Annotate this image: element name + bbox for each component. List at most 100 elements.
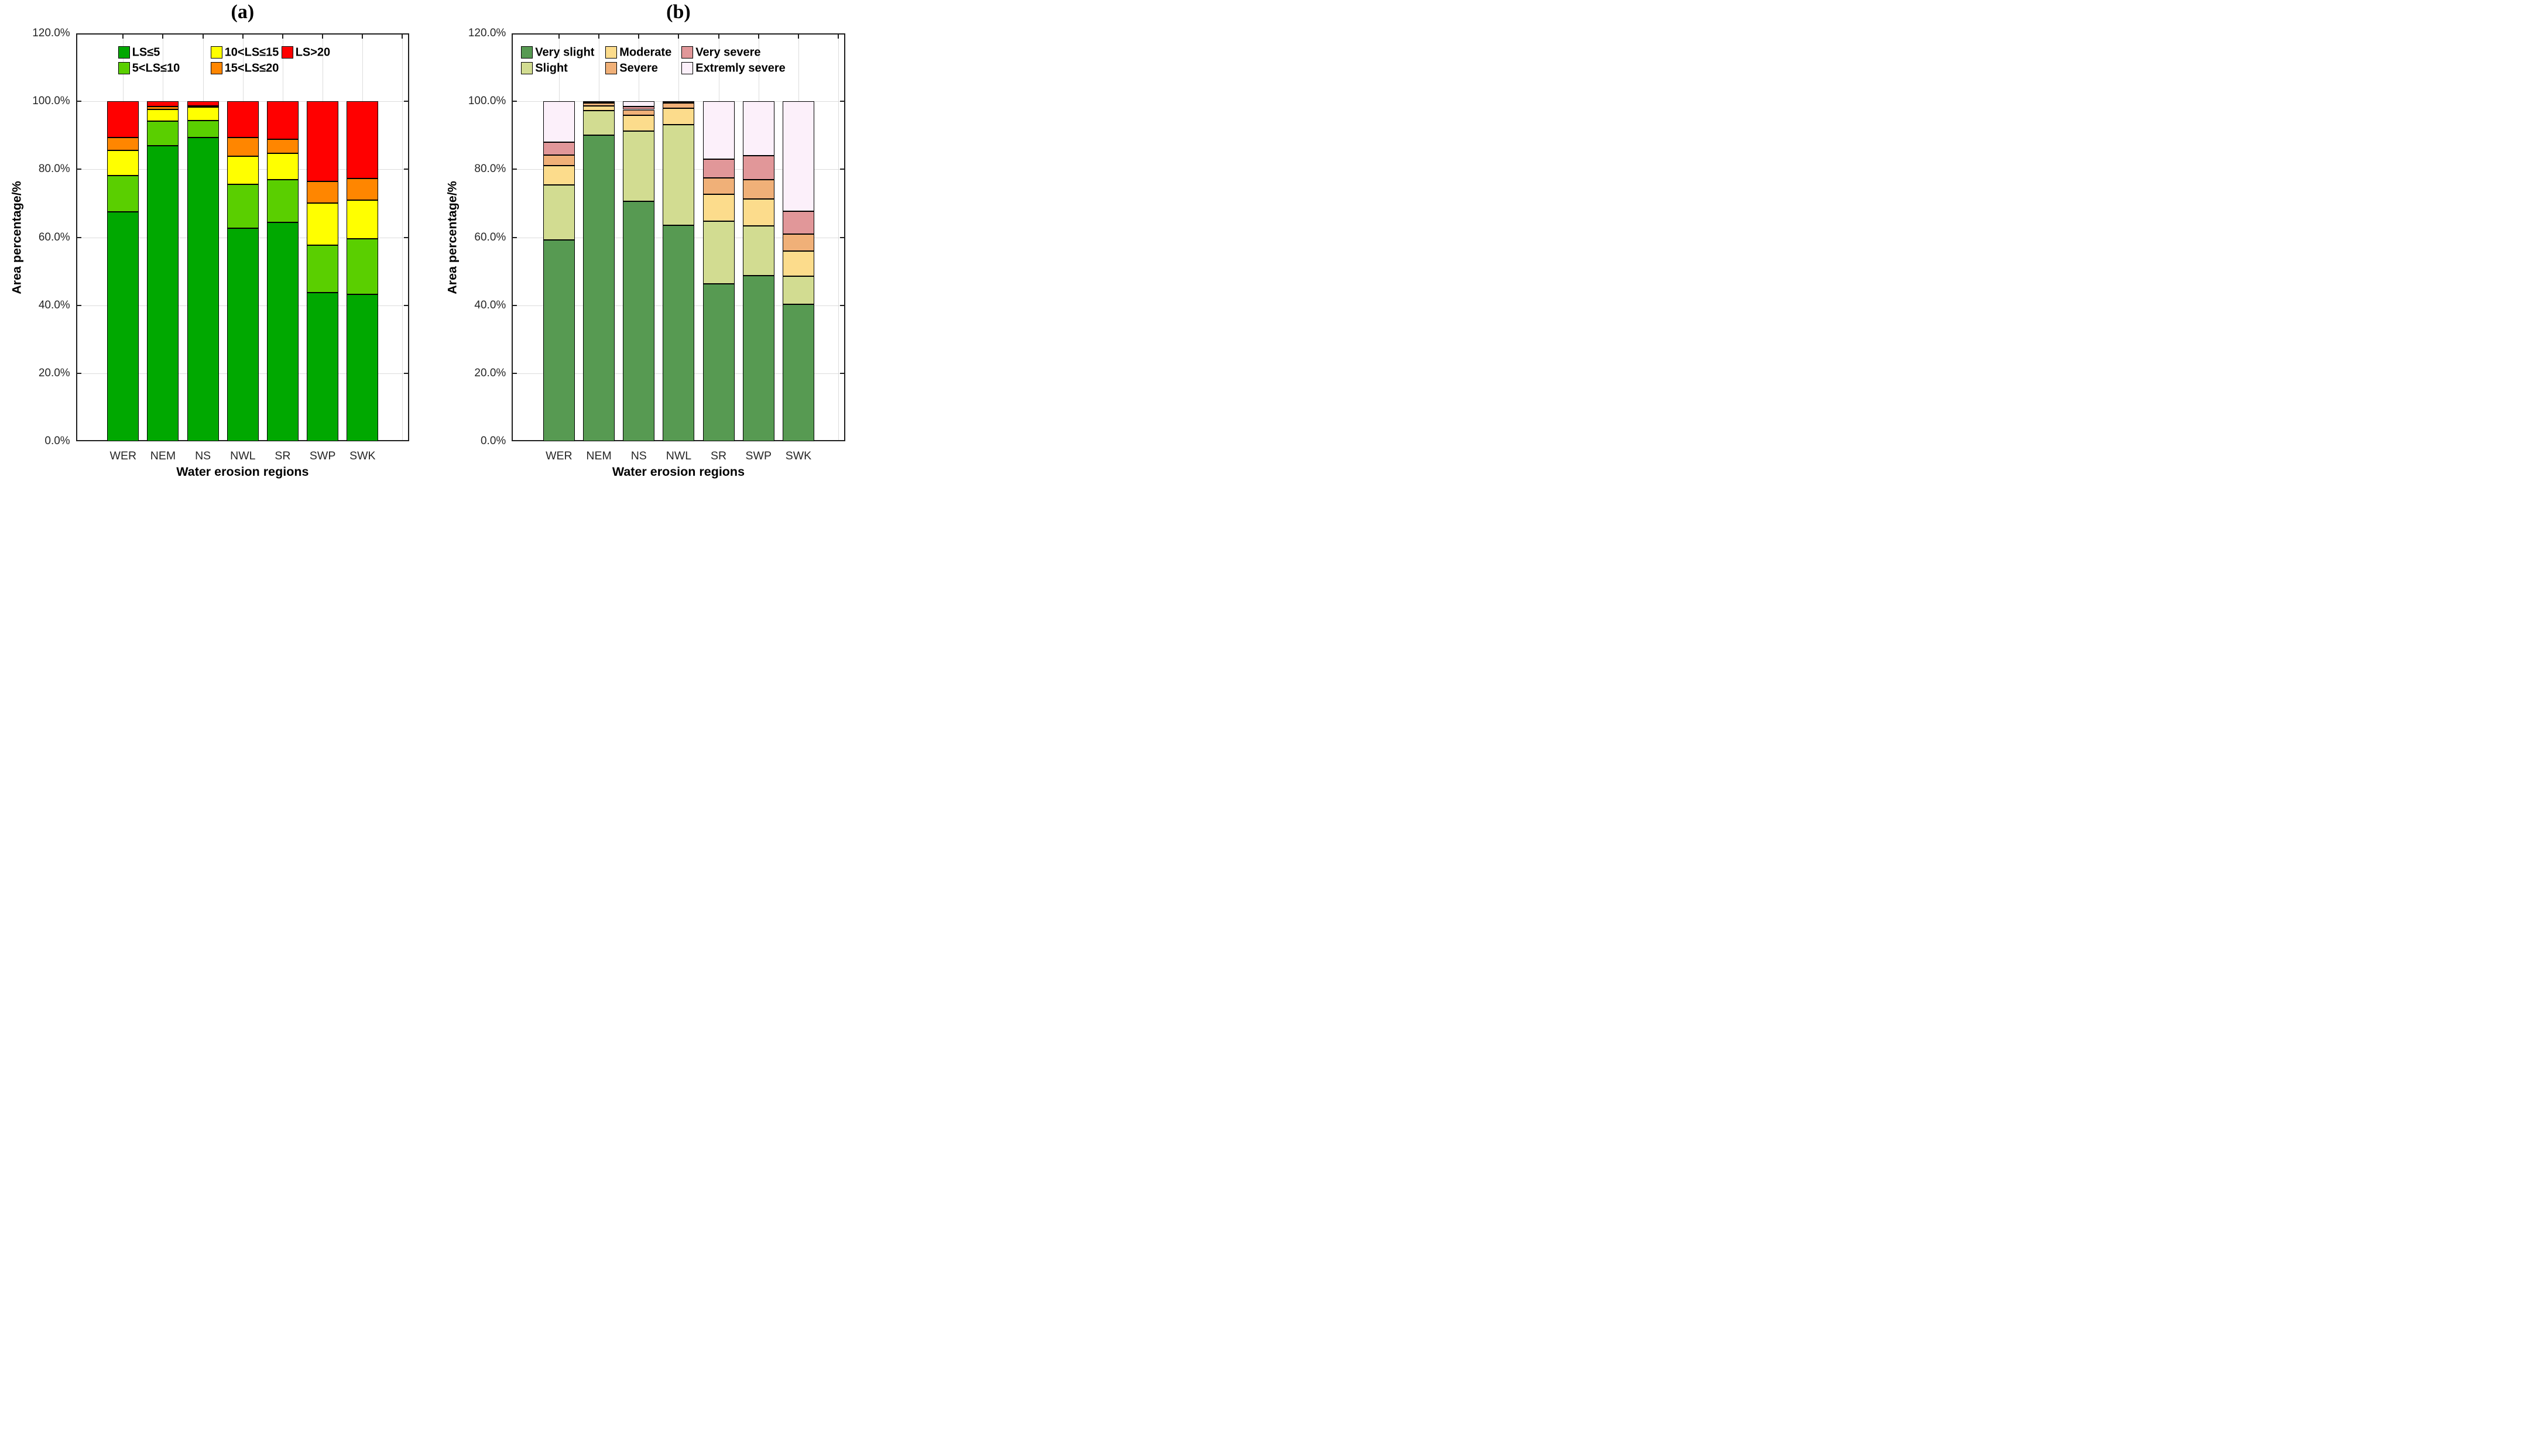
bar-segment-b-SWP-s5 [742, 101, 774, 156]
legend-swatch-moderate [605, 46, 618, 59]
bar-segment-b-SR-s5 [702, 101, 735, 159]
legend-swatch-severe [605, 62, 618, 75]
x-tick-top [122, 33, 124, 39]
x-tick-label-WER: WER [546, 449, 573, 462]
legend-label-10-ls-15: 10<LS≤15 [224, 46, 279, 59]
y-tick-label: 80.0% [474, 163, 506, 176]
gridline-vertical [838, 33, 839, 442]
bar-segment-b-NWL-s0 [663, 225, 695, 442]
bar-segment-a-NEM-s1 [147, 121, 179, 146]
bar-segment-b-NWL-s5 [663, 101, 695, 102]
y-tick-label: 20.0% [38, 367, 70, 380]
bar-segment-a-SWK-s1 [347, 239, 379, 294]
y-tick-label: 120.0% [32, 26, 70, 39]
y-tick-label: 80.0% [38, 163, 70, 176]
y-tick-right [404, 305, 409, 307]
bar-segment-a-SWP-s1 [307, 245, 339, 293]
gridline-vertical [402, 33, 403, 442]
bar-segment-a-NEM-s4 [147, 101, 179, 107]
bar-segment-b-SR-s2 [702, 194, 735, 221]
bar-segment-b-NS-s4 [623, 106, 655, 110]
legend-label-15-ls-20: 15<LS≤20 [224, 61, 279, 75]
y-tick-right [839, 373, 845, 375]
bar-segment-b-SWK-s0 [782, 304, 814, 442]
bar-segment-a-WER-s2 [107, 150, 139, 176]
x-tick-label-NEM: NEM [586, 449, 612, 462]
y-tick-label: 40.0% [474, 298, 506, 311]
x-tick-top [838, 33, 839, 39]
x-tick-label-SWP: SWP [309, 449, 336, 462]
bar-segment-a-WER-s4 [107, 101, 139, 138]
x-tick-top [282, 33, 283, 39]
y-tick-left [76, 305, 81, 307]
legend-swatch-very-severe [681, 46, 694, 59]
bar-segment-b-SWK-s5 [782, 101, 814, 212]
y-tick-right [839, 169, 845, 170]
bar-segment-a-SWK-s2 [347, 200, 379, 239]
bar-segment-b-SR-s3 [702, 177, 735, 194]
bar-segment-a-SR-s0 [266, 222, 299, 442]
y-axis-title: Area percentage/% [445, 180, 460, 294]
y-tick-right [839, 305, 845, 307]
y-tick-left [512, 373, 517, 375]
y-tick-left [76, 169, 81, 170]
x-tick-label-SWK: SWK [349, 449, 376, 462]
bar-segment-b-NS-s1 [623, 131, 655, 202]
y-tick-right [404, 169, 409, 170]
x-tick-label-NWL: NWL [230, 449, 256, 462]
bar-segment-b-SWP-s3 [742, 180, 774, 199]
x-tick-top [242, 33, 244, 39]
y-tick-label: 0.0% [44, 435, 70, 448]
bar-segment-b-NWL-s3 [663, 102, 695, 108]
x-tick-label-SR: SR [275, 449, 291, 462]
bar-segment-a-WER-s0 [107, 211, 139, 442]
legend-label-extremly-severe: Extremly severe [695, 61, 786, 75]
bar-segment-b-SR-s1 [702, 221, 735, 284]
bar-segment-a-NEM-s3 [147, 107, 179, 109]
bar-segment-a-SWP-s4 [307, 101, 339, 182]
bar-segment-b-WER-s0 [543, 239, 575, 442]
bar-segment-b-SWP-s1 [742, 225, 774, 276]
bar-segment-b-NS-s5 [623, 101, 655, 107]
x-axis-title: Water erosion regions [176, 465, 309, 479]
legend-label-5-ls-10: 5<LS≤10 [132, 61, 180, 75]
legend-swatch-extremly-severe [681, 62, 694, 75]
x-tick-top [598, 33, 600, 39]
legend-swatch-ls-5 [118, 46, 130, 59]
bar-segment-a-NS-s3 [187, 105, 219, 107]
bar-segment-b-WER-s5 [543, 101, 575, 142]
y-tick-label: 0.0% [480, 435, 506, 448]
legend-label-very-severe: Very severe [695, 46, 761, 59]
y-tick-left [512, 101, 517, 102]
y-tick-left [76, 236, 81, 238]
legend-swatch-10-ls-15 [210, 46, 222, 59]
legend-swatch-5-ls-10 [118, 62, 130, 75]
subplot-title-a: (a) [231, 1, 255, 23]
x-tick-top [678, 33, 680, 39]
x-tick-label-NS: NS [195, 449, 211, 462]
y-axis-title: Area percentage/% [9, 180, 24, 294]
legend-label-ls-5: LS≤5 [132, 46, 160, 59]
bar-segment-b-NEM-s4 [583, 102, 615, 104]
x-tick-top [202, 33, 204, 39]
bar-segment-a-SWK-s3 [347, 178, 379, 200]
legend-swatch-slight [521, 62, 533, 75]
y-tick-left [512, 169, 517, 170]
x-tick-top [402, 33, 403, 39]
x-tick-top [162, 33, 164, 39]
bar-segment-b-SR-s4 [702, 159, 735, 178]
bar-segment-b-NEM-s1 [583, 111, 615, 136]
bar-segment-b-SWK-s4 [782, 211, 814, 234]
y-tick-left [512, 236, 517, 238]
y-tick-left [76, 373, 81, 375]
legend-swatch-ls-20 [281, 46, 293, 59]
bar-segment-b-NEM-s3 [583, 103, 615, 107]
legend-swatch-15-ls-20 [210, 62, 222, 75]
legend-label-moderate: Moderate [619, 46, 672, 59]
x-tick-label-WER: WER [109, 449, 137, 462]
bar-segment-b-WER-s2 [543, 165, 575, 185]
bar-segment-a-SR-s1 [266, 179, 299, 222]
y-tick-label: 60.0% [474, 231, 506, 243]
bar-segment-a-NS-s4 [187, 101, 219, 106]
bar-segment-b-SWP-s4 [742, 155, 774, 180]
